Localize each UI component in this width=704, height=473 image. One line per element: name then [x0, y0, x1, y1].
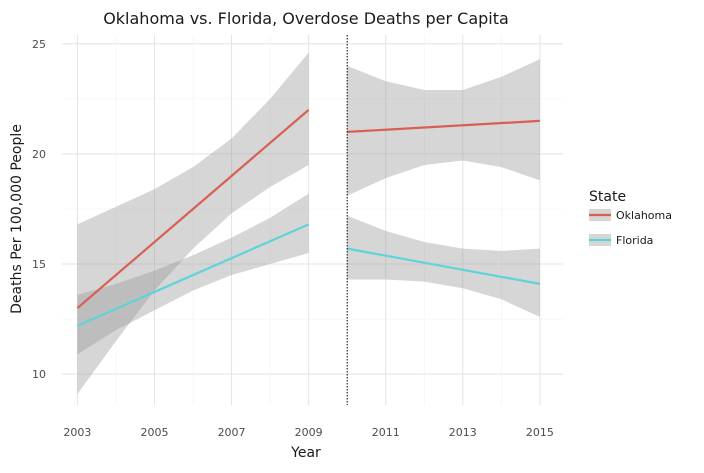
series-line-oklahoma: [76, 109, 310, 309]
x-tick-label: 2009: [295, 426, 323, 439]
x-axis-label: Year: [290, 445, 321, 461]
x-tick-label: 2007: [218, 426, 246, 439]
x-tick-labels: 2003 2005 2007 2009 2011 2013 2015: [63, 426, 553, 439]
chart-title: Oklahoma vs. Florida, Overdose Deaths pe…: [103, 9, 509, 28]
x-tick-label: 2005: [140, 426, 168, 439]
y-tick-label: 20: [32, 148, 46, 161]
y-axis-label: Deaths Per 100,000 People: [9, 124, 25, 314]
series-line-oklahoma: [347, 119, 540, 134]
x-tick-label: 2015: [526, 426, 554, 439]
series-line-florida: [76, 223, 310, 327]
legend-label-florida: Florida: [616, 234, 653, 247]
legend: State Oklahoma Florida: [589, 189, 672, 247]
confidence-band-oklahoma: [77, 52, 309, 394]
trend-lines: [76, 109, 541, 327]
series-line-florida: [346, 247, 541, 285]
y-tick-label: 15: [32, 258, 46, 271]
grid: [62, 35, 563, 405]
y-tick-label: 10: [32, 368, 46, 381]
x-tick-label: 2003: [63, 426, 91, 439]
y-tick-label: 25: [32, 38, 46, 51]
x-tick-label: 2011: [372, 426, 400, 439]
y-tick-labels: 10 15 20 25: [32, 38, 46, 381]
legend-title: State: [589, 189, 626, 205]
x-tick-label: 2013: [449, 426, 477, 439]
legend-label-oklahoma: Oklahoma: [616, 209, 672, 222]
